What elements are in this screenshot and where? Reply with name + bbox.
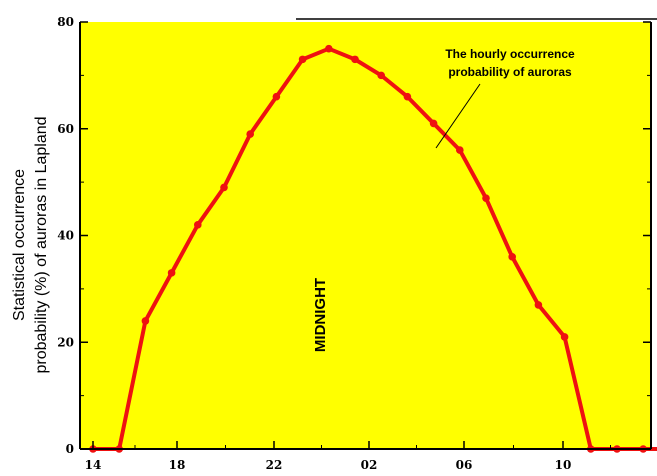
y-tick-label: 80 (57, 15, 74, 29)
data-point (429, 119, 438, 128)
curve-label-line-1: The hourly occurrence (445, 47, 575, 61)
y-tick-label: 60 (57, 122, 74, 136)
data-point (560, 333, 569, 341)
x-tick-label: 02 (361, 458, 378, 472)
data-point (482, 194, 490, 202)
data-point (141, 317, 150, 325)
axis-layer: 0 20 40 60 80 14 18 22 02 06 10 (57, 15, 652, 472)
x-tick-label: 18 (169, 458, 186, 472)
curve-label-leader-line (435, 83, 481, 149)
top-white-band (296, 0, 657, 19)
midnight-label: MIDNIGHT (312, 278, 329, 352)
x-tick-label: 06 (456, 458, 473, 472)
x-tick-label: 10 (555, 458, 572, 472)
data-point (403, 92, 412, 101)
curve-label-line-2: probability of auroras (448, 65, 572, 79)
y-axis-title-line-2: probability (%) of auroras in Lapland (33, 116, 50, 373)
data-point (246, 130, 254, 138)
data-point (272, 92, 281, 101)
data-point (220, 183, 228, 192)
data-point (377, 71, 386, 80)
y-tick-label: 0 (66, 442, 74, 456)
y-tick-label: 20 (57, 335, 74, 349)
data-point (167, 269, 176, 277)
data-point (325, 44, 333, 53)
data-point (508, 253, 516, 261)
data-point (456, 146, 464, 154)
data-point (298, 55, 307, 64)
x-tick-label: 14 (85, 458, 102, 472)
y-tick-label: 40 (57, 229, 74, 243)
x-tick-label: 22 (266, 458, 283, 472)
plot-layer (80, 0, 657, 449)
data-point (534, 301, 543, 309)
plot-background (80, 22, 651, 449)
data-point (351, 55, 359, 64)
y-axis-title-line-1: Statistical occurrence (11, 169, 28, 321)
data-point (194, 221, 202, 229)
